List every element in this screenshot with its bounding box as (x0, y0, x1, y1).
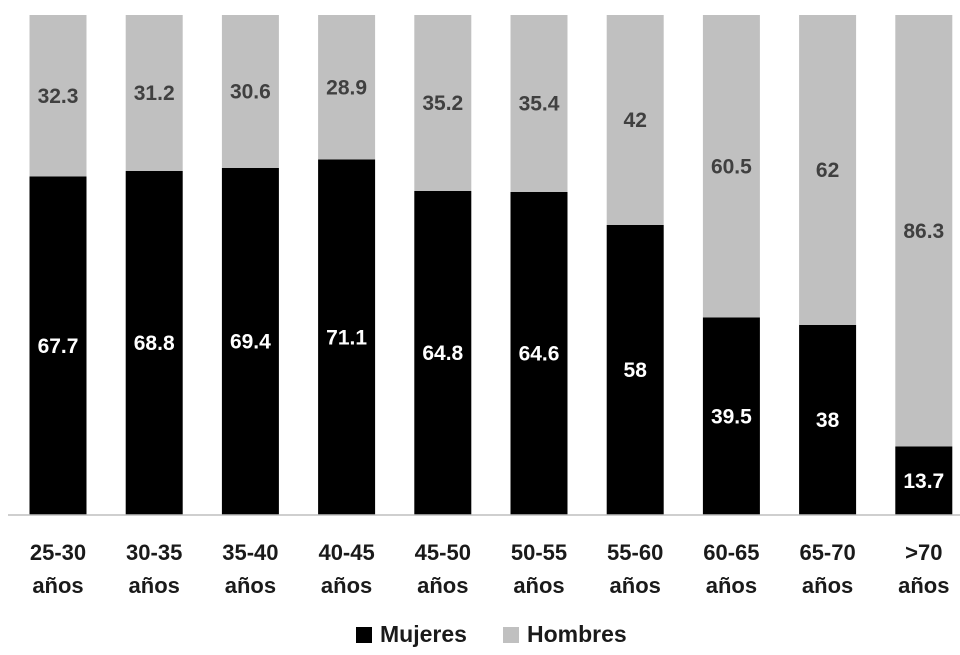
category-label-line-6-0: 55-60 (607, 540, 663, 565)
bar-hombres-1 (125, 15, 183, 171)
bar-mujeres-8 (799, 325, 857, 515)
value-label-mujeres-0: 67.7 (38, 335, 79, 358)
category-label-8: 65-70 años (799, 540, 855, 598)
value-label-mujeres-9: 13.7 (903, 470, 944, 493)
category-label-line-8-0: 65-70 (799, 540, 855, 565)
value-label-mujeres-2: 69.4 (230, 331, 271, 354)
value-label-mujeres-1: 68.8 (134, 332, 175, 355)
bar-hombres-8 (799, 15, 857, 325)
value-labels-layer: 67.7 32.3 68.8 31.2 69.4 30.6 71.1 28.9 64.8 35.2… (38, 76, 945, 493)
value-label-hombres-5: 35.4 (519, 93, 560, 116)
category-label-line-1-0: 30-35 (126, 540, 182, 565)
legend-swatch-hombres (503, 627, 519, 643)
value-label-hombres-3: 28.9 (326, 76, 367, 99)
value-label-mujeres-6: 58 (624, 359, 648, 382)
value-label-hombres-2: 30.6 (230, 81, 271, 104)
bar-hombres-3 (318, 15, 376, 160)
category-label-line-3-0: 40-45 (318, 540, 374, 565)
value-label-hombres-0: 32.3 (38, 85, 79, 108)
bar-hombres-9 (895, 15, 953, 447)
category-label-line-0-0: 25-30 (30, 540, 86, 565)
category-label-line-9-0: >70 (905, 540, 942, 565)
bar-mujeres-5 (510, 192, 568, 515)
category-label-line-6-1: años (610, 573, 661, 598)
category-label-line-8-1: años (802, 573, 853, 598)
bars-layer (29, 15, 953, 515)
category-label-line-7-0: 60-65 (703, 540, 759, 565)
category-label-0: 25-30 años (30, 540, 86, 598)
category-label-line-2-1: años (225, 573, 276, 598)
bar-hombres-4 (414, 15, 472, 191)
category-label-line-4-1: años (417, 573, 468, 598)
value-label-mujeres-4: 64.8 (422, 342, 463, 365)
legend-label-hombres: Hombres (527, 621, 627, 647)
category-label-2: 35-40 años (222, 540, 278, 598)
category-label-line-0-1: años (32, 573, 83, 598)
category-label-3: 40-45 años (318, 540, 374, 598)
bar-hombres-0 (29, 15, 87, 177)
value-label-hombres-9: 86.3 (903, 220, 944, 243)
bar-mujeres-1 (125, 171, 183, 515)
bar-mujeres-4 (414, 191, 472, 515)
bar-hombres-6 (606, 15, 664, 225)
bar-mujeres-2 (221, 168, 279, 515)
value-label-mujeres-8: 38 (816, 409, 840, 432)
category-label-line-4-0: 45-50 (415, 540, 471, 565)
bar-hombres-5 (510, 15, 568, 192)
value-label-hombres-4: 35.2 (422, 92, 463, 115)
value-label-hombres-6: 42 (624, 109, 647, 132)
category-label-1: 30-35 años (126, 540, 182, 598)
bar-mujeres-3 (318, 159, 376, 515)
category-label-4: 45-50 años (415, 540, 471, 598)
bar-hombres-2 (221, 15, 279, 168)
legend-label-mujeres: Mujeres (380, 621, 467, 647)
value-label-mujeres-3: 71.1 (326, 326, 367, 349)
category-label-line-2-0: 35-40 (222, 540, 278, 565)
value-label-hombres-7: 60.5 (711, 155, 752, 178)
bar-mujeres-9 (895, 446, 953, 515)
bar-mujeres-6 (606, 225, 664, 515)
category-label-7: 60-65 años (703, 540, 759, 598)
category-label-5: 50-55 años (511, 540, 567, 598)
category-label-line-1-1: años (129, 573, 180, 598)
value-label-hombres-8: 62 (816, 159, 839, 182)
category-label-line-9-1: años (898, 573, 949, 598)
category-label-line-3-1: años (321, 573, 372, 598)
category-label-line-5-1: años (513, 573, 564, 598)
bar-mujeres-7 (702, 317, 760, 515)
category-label-line-5-0: 50-55 (511, 540, 567, 565)
bar-hombres-7 (702, 15, 760, 318)
value-label-hombres-1: 31.2 (134, 82, 175, 105)
legend-swatch-mujeres (356, 627, 372, 643)
legend: Mujeres Hombres (356, 621, 627, 647)
value-label-mujeres-5: 64.6 (519, 343, 560, 366)
category-label-6: 55-60 años (607, 540, 663, 598)
category-label-9: >70 años (898, 540, 949, 598)
bar-mujeres-0 (29, 176, 87, 515)
value-label-mujeres-7: 39.5 (711, 405, 752, 428)
category-label-line-7-1: años (706, 573, 757, 598)
